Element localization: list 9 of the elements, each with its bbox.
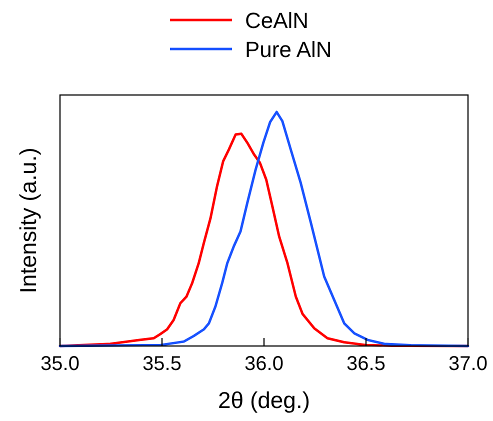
y-axis-title: Intensity (a.u.) [15,148,41,294]
legend-label: CeAlN [245,8,309,33]
x-axis-title: 2θ (deg.) [218,387,310,413]
x-tick-label: 36.0 [244,353,284,375]
x-tick-label: 35.0 [40,353,80,375]
x-tick-label: 35.5 [142,353,182,375]
x-tick-label: 36.5 [346,353,386,375]
x-tick-label: 37.0 [448,353,488,375]
legend-label: Pure AlN [245,37,332,62]
